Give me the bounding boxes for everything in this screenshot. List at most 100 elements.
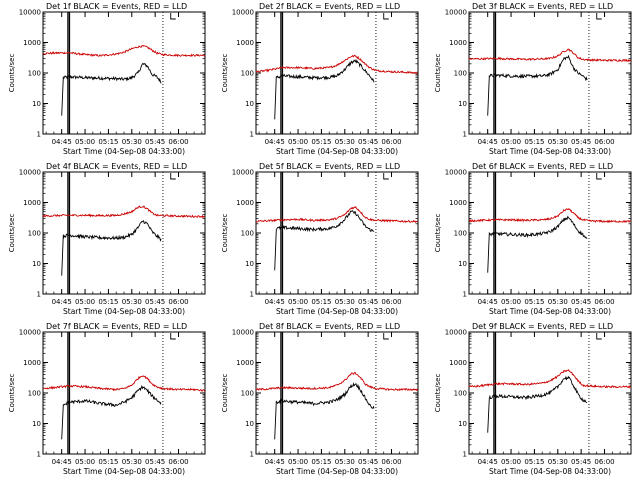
x-tick-label: 05:45	[571, 298, 591, 306]
panel-det-1: Det 1f BLACK = Events, RED = LLD 1 10 100 10…	[8, 2, 206, 156]
panel-title: Det 2f BLACK = Events, RED = LLD	[259, 2, 400, 11]
x-tick-label: 05:15	[524, 298, 544, 306]
panel-det-2: Det 2f BLACK = Events, RED = LLD 1 10 100 10…	[221, 2, 419, 156]
y-tick-label: 1000	[23, 39, 41, 47]
y-tick-label: 10	[458, 260, 467, 268]
x-tick-label: 05:00	[288, 458, 308, 466]
x-tick-label: 05:45	[145, 298, 165, 306]
y-axis-label: Counts/sec	[434, 374, 442, 413]
lld-series-line	[42, 44, 206, 58]
x-axis-label: Start Time (04-Sep-08 04:33:00)	[489, 307, 611, 316]
panel-title: Det 3f BLACK = Events, RED = LLD	[472, 2, 613, 11]
x-tick-label: 06:00	[168, 138, 188, 146]
events-series-line	[487, 375, 588, 433]
x-tick-label: 05:45	[571, 458, 591, 466]
y-tick-label: 10	[245, 420, 254, 428]
x-axis-label: Start Time (04-Sep-08 04:33:00)	[276, 307, 398, 316]
events-series-line	[487, 215, 588, 273]
y-axis-label: Counts/sec	[434, 214, 442, 253]
y-tick-label: 100	[28, 230, 41, 238]
x-tick-label: 06:00	[381, 298, 401, 306]
x-tick-label: 05:45	[358, 138, 378, 146]
corner-marker	[383, 13, 389, 20]
x-tick-label: 05:15	[524, 138, 544, 146]
x-axis-label: Start Time (04-Sep-08 04:33:00)	[63, 147, 185, 156]
x-tick-label: 05:30	[548, 138, 568, 146]
y-tick-label: 10	[32, 420, 41, 428]
x-tick-label: 05:45	[571, 138, 591, 146]
y-tick-label: 100	[28, 70, 41, 78]
corner-marker	[596, 333, 602, 340]
panel-det-8: Det 8f BLACK = Events, RED = LLD 1 10 100 10…	[221, 322, 419, 476]
events-series-line	[274, 382, 375, 440]
y-tick-label: 1000	[236, 39, 254, 47]
y-axis-label: Counts/sec	[434, 54, 442, 93]
x-tick-label: 04:45	[478, 298, 498, 306]
y-tick-label: 100	[454, 70, 467, 78]
y-tick-label: 10	[32, 260, 41, 268]
panel-title: Det 5f BLACK = Events, RED = LLD	[259, 162, 400, 171]
corner-marker	[170, 333, 176, 340]
panel-det-6: Det 6f BLACK = Events, RED = LLD 1 10 100 10…	[434, 162, 632, 316]
lld-series-line	[468, 208, 632, 224]
x-tick-label: 05:15	[98, 458, 118, 466]
y-tick-label: 100	[241, 70, 254, 78]
x-tick-label: 04:45	[265, 138, 285, 146]
lld-series-line	[255, 371, 419, 392]
x-tick-label: 05:15	[98, 138, 118, 146]
lld-series-line	[468, 368, 632, 389]
y-tick-label: 1000	[449, 39, 467, 47]
x-tick-label: 05:30	[335, 298, 355, 306]
y-tick-label: 10000	[445, 9, 467, 17]
x-tick-label: 04:45	[478, 458, 498, 466]
panel-det-3: Det 3f BLACK = Events, RED = LLD 1 10 100 10…	[434, 2, 632, 156]
panel-det-7: Det 7f BLACK = Events, RED = LLD 1 10 100 10…	[8, 322, 206, 476]
y-tick-label: 10	[458, 100, 467, 108]
x-tick-label: 06:00	[594, 138, 614, 146]
x-tick-label: 05:45	[358, 458, 378, 466]
x-tick-label: 04:45	[265, 298, 285, 306]
y-tick-label: 10000	[232, 329, 254, 337]
y-axis-label: Counts/sec	[8, 54, 16, 93]
x-tick-label: 05:30	[122, 298, 142, 306]
x-tick-label: 05:15	[524, 458, 544, 466]
x-tick-label: 05:45	[358, 298, 378, 306]
y-tick-label: 10	[245, 100, 254, 108]
y-tick-label: 1000	[449, 199, 467, 207]
y-axis-label: Counts/sec	[221, 214, 229, 253]
lld-series-line	[255, 205, 419, 224]
x-tick-label: 05:00	[75, 138, 95, 146]
y-axis-label: Counts/sec	[221, 374, 229, 413]
y-axis-label: Counts/sec	[8, 214, 16, 253]
events-series-line	[61, 62, 162, 116]
x-tick-label: 05:00	[75, 298, 95, 306]
corner-marker	[596, 13, 602, 20]
x-tick-label: 05:30	[335, 458, 355, 466]
x-tick-label: 05:15	[311, 138, 331, 146]
panel-det-5: Det 5f BLACK = Events, RED = LLD 1 10 100 10…	[221, 162, 419, 316]
x-tick-label: 05:30	[548, 458, 568, 466]
y-tick-label: 10000	[232, 9, 254, 17]
lld-series-line	[42, 375, 206, 392]
y-tick-label: 1000	[23, 199, 41, 207]
x-axis-label: Start Time (04-Sep-08 04:33:00)	[63, 307, 185, 316]
events-series-line	[487, 54, 588, 116]
y-tick-label: 100	[241, 230, 254, 238]
x-tick-label: 06:00	[381, 138, 401, 146]
x-tick-label: 05:30	[122, 138, 142, 146]
x-tick-label: 05:00	[288, 298, 308, 306]
y-tick-label: 10000	[19, 329, 41, 337]
y-tick-label: 1	[250, 291, 254, 299]
events-series-line	[274, 209, 375, 271]
x-tick-label: 05:30	[548, 298, 568, 306]
events-series-line	[61, 220, 162, 276]
y-axis-label: Counts/sec	[8, 374, 16, 413]
y-tick-label: 1	[250, 131, 254, 139]
x-tick-label: 05:45	[145, 138, 165, 146]
corner-marker	[170, 173, 176, 180]
y-tick-label: 1	[37, 131, 41, 139]
panel-title: Det 6f BLACK = Events, RED = LLD	[472, 162, 613, 171]
x-tick-label: 04:45	[52, 138, 72, 146]
events-series-line	[274, 58, 375, 120]
x-tick-label: 04:45	[265, 458, 285, 466]
